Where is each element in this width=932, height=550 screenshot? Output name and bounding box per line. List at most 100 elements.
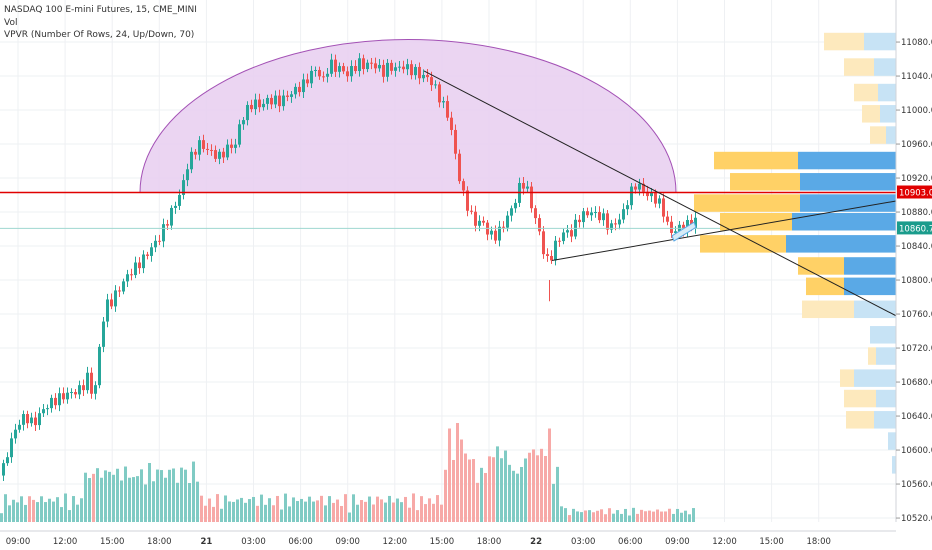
volume-bar: [12, 499, 15, 522]
symbol-title[interactable]: NASDAQ 100 E-mini Futures, 15, CME_MINI: [4, 5, 197, 15]
volume-bar: [96, 468, 99, 522]
volume-bar: [412, 493, 415, 522]
time-tick-label: 09:00: [6, 537, 31, 547]
volume-bar: [232, 501, 235, 522]
price-tick-label: 10960.00: [901, 140, 932, 150]
volume-bar: [280, 509, 283, 522]
volume-bar: [540, 448, 543, 522]
volume-bar: [408, 507, 411, 522]
volume-bar: [304, 501, 307, 522]
candle-body: [610, 223, 613, 230]
candle-body: [662, 198, 665, 217]
volume-bar: [600, 509, 603, 522]
vol-indicator-label[interactable]: Vol: [4, 17, 18, 28]
volume-bar: [184, 469, 187, 522]
candle-body: [426, 74, 429, 78]
candle-body: [110, 299, 113, 307]
volume-bar: [388, 495, 391, 522]
candle-body: [498, 226, 501, 241]
volume-bar: [240, 497, 243, 522]
candle-body: [670, 221, 673, 233]
vp-row-up: [786, 235, 896, 253]
candle-body: [202, 140, 205, 149]
candle-body: [686, 219, 689, 232]
candle-body: [566, 230, 569, 233]
candle-body: [466, 190, 469, 211]
candle-body: [394, 67, 397, 71]
vp-row-down: [730, 173, 800, 191]
price-tag: [897, 221, 932, 235]
volume-bar: [44, 502, 47, 522]
volume-bar: [436, 495, 439, 522]
volume-bar: [248, 499, 251, 522]
volume-bar: [92, 473, 95, 522]
candle-body: [142, 254, 145, 269]
price-tick-label: 10560.00: [901, 480, 932, 490]
volume-bar: [84, 472, 87, 522]
candle-body: [54, 397, 57, 406]
candle-body: [434, 84, 437, 86]
candle-body: [490, 230, 493, 235]
candle-body: [598, 212, 601, 221]
candle-body: [502, 226, 505, 228]
time-tick-label: 18:00: [806, 537, 831, 547]
volume-bar: [688, 514, 691, 522]
vp-row-up: [874, 58, 896, 76]
vpvr-indicator-label[interactable]: VPVR (Number Of Rows, 24, Up/Down, 70): [4, 30, 195, 40]
volume-bar: [672, 513, 675, 522]
candle-body: [94, 385, 97, 394]
volume-bar: [544, 456, 547, 522]
price-tick-label: 11000.00: [901, 106, 932, 116]
volume-bar: [444, 469, 447, 522]
volume-bar: [8, 505, 11, 522]
candle-body: [322, 76, 325, 78]
candle-body: [554, 240, 557, 261]
candle-body: [398, 66, 401, 68]
candle-body: [262, 103, 265, 108]
volume-bar: [480, 467, 483, 522]
price-tick-label: 10600.00: [901, 446, 932, 456]
candle-body: [558, 240, 561, 242]
candle-body: [606, 213, 609, 230]
candle-body: [250, 104, 253, 110]
volume-bar: [260, 494, 263, 522]
candle-body: [286, 95, 289, 97]
candle-body: [82, 385, 85, 391]
candle-body: [550, 255, 553, 261]
volume-bar: [192, 461, 195, 522]
volume-bar: [124, 466, 127, 522]
volume-profile: [694, 32, 896, 474]
candle-body: [306, 79, 309, 84]
candle-body: [494, 230, 497, 241]
volume-bar: [640, 509, 643, 522]
candle-body: [674, 231, 677, 233]
time-tick-label: 15:00: [759, 537, 784, 547]
candle-body: [106, 299, 109, 322]
candle-body: [294, 86, 297, 95]
candle-body: [622, 209, 625, 220]
volume-bar: [612, 513, 615, 522]
volume-bar: [396, 498, 399, 522]
volume-bar: [340, 505, 343, 522]
candle-body: [182, 180, 185, 195]
volume-bar: [660, 511, 663, 522]
candle-body: [638, 183, 641, 190]
candle-body: [438, 84, 441, 103]
volume-bar: [512, 470, 515, 522]
volume-bar: [152, 481, 155, 522]
volume-bar: [496, 446, 499, 522]
candle-body: [66, 392, 69, 400]
volume-bar: [344, 494, 347, 522]
volume-bar: [456, 423, 459, 522]
volume-bar: [468, 459, 471, 522]
vp-row-down: [694, 194, 800, 212]
candle-body: [414, 66, 417, 76]
volume-bar: [628, 515, 631, 522]
candle-body: [118, 290, 121, 292]
time-tick-label: 03:00: [571, 537, 596, 547]
candle-body: [366, 62, 369, 70]
candle-body: [162, 224, 165, 242]
volume-bar: [296, 501, 299, 522]
time-tick-label: 12:00: [383, 537, 408, 547]
